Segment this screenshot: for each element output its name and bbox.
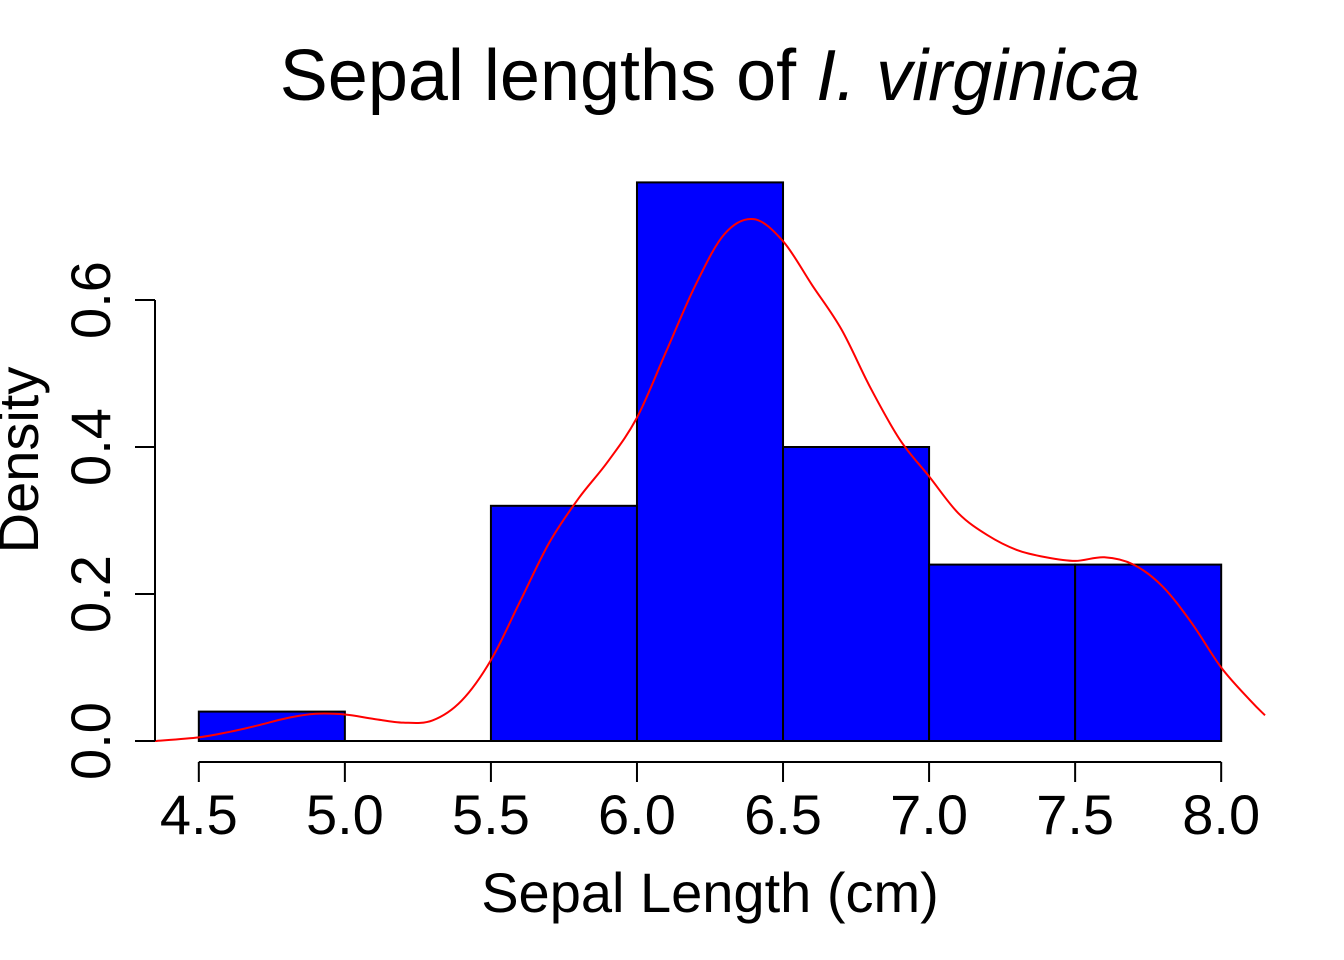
plot-area: [154, 181, 1266, 742]
x-axis-label: Sepal Length (cm): [481, 861, 939, 924]
histogram-bars: [197, 181, 1223, 742]
y-axis: 0.0 0.2 0.4 0.6: [59, 261, 156, 780]
histogram-bar-2: [489, 504, 638, 742]
chart-title: Sepal lengths of I. virginica: [280, 36, 1141, 116]
histogram-bar-3: [635, 181, 785, 742]
y-tick-label-3: 0.6: [59, 261, 122, 339]
x-tick-label-4: 6.5: [744, 783, 822, 846]
y-axis-ticks: 0.0 0.2 0.4 0.6: [59, 261, 155, 780]
y-tick-label-0: 0.0: [59, 702, 122, 780]
x-tick-label-7: 8.0: [1182, 783, 1260, 846]
x-tick-label-6: 7.5: [1036, 783, 1114, 846]
histogram-bar-0: [197, 710, 346, 742]
y-tick-label-2: 0.4: [59, 408, 122, 486]
x-axis: 4.5 5.0 5.5 6.0 6.5 7.0 7.5 8.0: [160, 761, 1260, 846]
histogram-bar-4: [782, 446, 931, 742]
y-axis-label: Density: [0, 367, 50, 554]
x-tick-label-1: 5.0: [306, 783, 384, 846]
x-tick-label-2: 5.5: [452, 783, 530, 846]
y-tick-label-1: 0.2: [59, 555, 122, 633]
x-tick-label-5: 7.0: [890, 783, 968, 846]
x-axis-ticks: 4.5 5.0 5.5 6.0 6.5 7.0 7.5 8.0: [160, 762, 1260, 846]
x-tick-label-0: 4.5: [160, 783, 238, 846]
x-tick-label-3: 6.0: [598, 783, 676, 846]
chart-title-prefix: Sepal lengths of: [280, 36, 816, 116]
density-curve: [154, 217, 1266, 742]
histogram-bar-5: [928, 563, 1077, 742]
histogram-bar-6: [1074, 563, 1223, 742]
chart-title-species: I. virginica: [816, 36, 1140, 116]
